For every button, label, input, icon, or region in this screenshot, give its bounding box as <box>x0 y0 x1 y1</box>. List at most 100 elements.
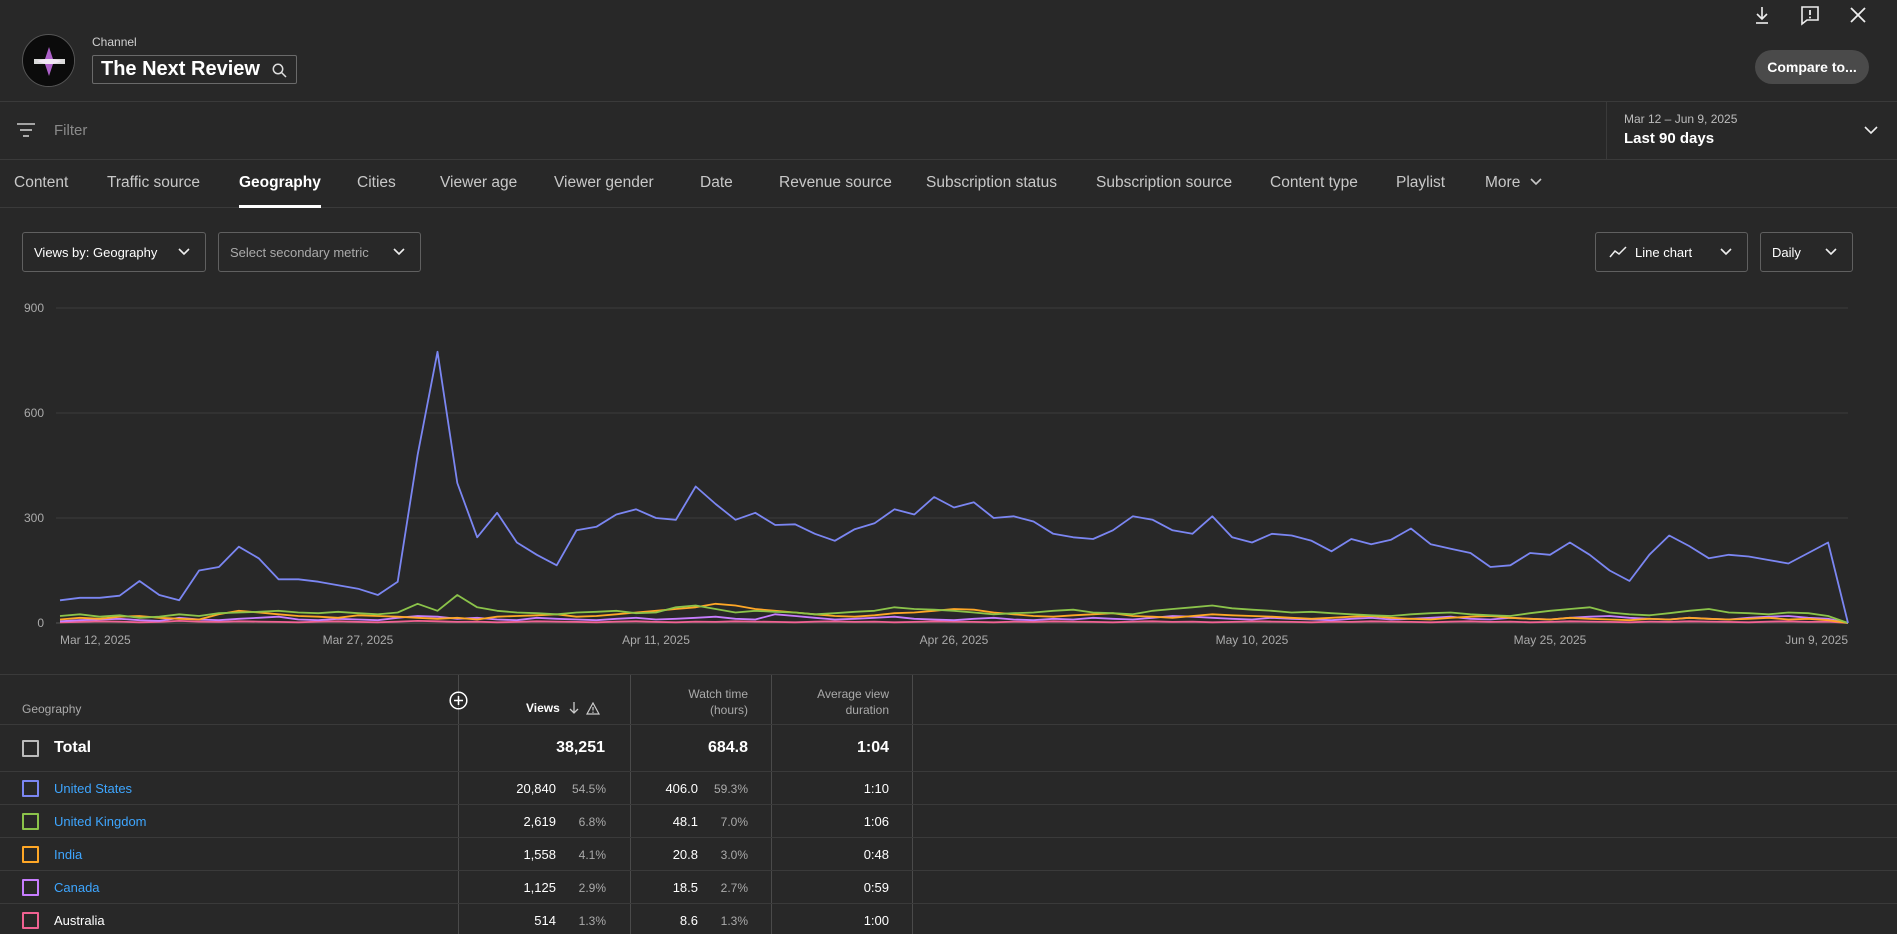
date-range-label: Last 90 days <box>1624 130 1715 147</box>
series-line-australia <box>59 619 1849 624</box>
chevron-down-icon <box>1863 122 1879 143</box>
avg-duration-value: 0:59 <box>863 880 889 895</box>
tab-subscription-status[interactable]: Subscription status <box>926 174 1057 191</box>
filter-icon[interactable] <box>16 122 36 143</box>
watch-time-percent: 3.0% <box>720 848 748 862</box>
watch-time-percent: 7.0% <box>720 815 748 829</box>
dimension-tabs: Content Traffic source Geography Cities … <box>0 160 1897 208</box>
x-tick-label: May 10, 2025 <box>1216 633 1289 647</box>
download-icon[interactable] <box>1751 4 1773 26</box>
tab-playlist[interactable]: Playlist <box>1396 174 1446 191</box>
tab-revenue-source[interactable]: Revenue source <box>779 174 892 191</box>
total-avg-duration: 1:04 <box>856 739 889 756</box>
table-row: Canada 1,125 2.9% 18.5 2.7% 0:59 <box>0 871 1897 904</box>
tab-viewer-gender[interactable]: Viewer gender <box>554 174 654 191</box>
x-tick-label: Jun 9, 2025 <box>1785 633 1848 647</box>
channel-selector[interactable]: The Next Review <box>92 55 297 84</box>
chart-type-dropdown[interactable]: Line chart <box>1595 232 1748 272</box>
views-header-label: Views <box>526 701 560 715</box>
total-watch-time: 684.8 <box>707 739 748 756</box>
secondary-metric-dropdown[interactable]: Select secondary metric <box>218 232 421 272</box>
views-header[interactable]: Views <box>526 701 600 715</box>
geography-name[interactable]: United Kingdom <box>54 814 147 829</box>
x-tick-label: Apr 11, 2025 <box>622 633 690 647</box>
views-value: 1,558 <box>523 847 556 862</box>
avg-duration-header[interactable]: Average view duration <box>790 686 889 718</box>
total-row: Total 38,251 684.8 1:04 <box>0 724 1897 772</box>
interval-label: Daily <box>1772 244 1801 260</box>
row-checkbox[interactable] <box>22 780 39 797</box>
views-value: 1,125 <box>523 880 556 895</box>
channel-avatar <box>22 34 75 87</box>
watch-time-percent: 1.3% <box>720 914 748 928</box>
avg-duration-header-line2: duration <box>845 703 889 717</box>
table-row: India 1,558 4.1% 20.8 3.0% 0:48 <box>0 838 1897 871</box>
views-value: 20,840 <box>516 781 556 796</box>
channel-label: Channel <box>92 35 137 49</box>
avg-duration-value: 0:48 <box>863 847 889 862</box>
views-percent: 6.8% <box>578 815 606 829</box>
total-checkbox[interactable] <box>22 740 39 757</box>
row-checkbox[interactable] <box>22 912 39 929</box>
chart-svg: 0 300 600 900 Mar 12, 2025 Mar 27, 2025 Apr 11… <box>24 301 1849 647</box>
geography-table: Geography Views Watch time (hours) Avera… <box>0 674 1897 934</box>
feedback-icon[interactable] <box>1799 4 1821 26</box>
geography-name[interactable]: Canada <box>54 880 100 895</box>
tab-more[interactable]: More <box>1485 174 1543 208</box>
channel-name: The Next Review <box>101 58 260 80</box>
warning-icon <box>585 701 600 715</box>
views-percent: 4.1% <box>578 848 606 862</box>
row-checkbox[interactable] <box>22 813 39 830</box>
geography-name[interactable]: India <box>54 847 83 862</box>
filter-input[interactable]: Filter <box>54 122 88 139</box>
date-range-picker[interactable]: Mar 12 – Jun 9, 2025 Last 90 days <box>1606 102 1897 160</box>
line-chart-icon <box>1609 246 1627 258</box>
geography-name: Australia <box>54 913 105 928</box>
total-views: 38,251 <box>556 739 605 756</box>
sort-down-icon <box>569 702 579 714</box>
chevron-down-icon <box>393 248 405 256</box>
watch-time-value: 20.8 <box>672 847 698 862</box>
series-line-united-states <box>59 350 1849 624</box>
views-percent: 2.9% <box>578 881 606 895</box>
chart-type-label: Line chart <box>1635 244 1693 260</box>
search-icon[interactable] <box>272 63 287 83</box>
tab-subscription-source[interactable]: Subscription source <box>1096 174 1233 191</box>
add-column-icon[interactable] <box>449 691 468 715</box>
x-tick-label: Mar 12, 2025 <box>60 633 131 647</box>
watch-time-percent: 2.7% <box>720 881 748 895</box>
views-percent: 1.3% <box>578 914 606 928</box>
watch-time-value: 8.6 <box>679 913 698 928</box>
total-label: Total <box>54 739 92 756</box>
geography-name[interactable]: United States <box>54 781 133 796</box>
close-icon[interactable] <box>1847 4 1869 26</box>
watch-time-header-line1: Watch time <box>688 687 748 701</box>
filter-bar: Filter Mar 12 – Jun 9, 2025 Last 90 days <box>0 102 1897 160</box>
compare-button[interactable]: Compare to... <box>1755 50 1869 84</box>
table-row: Australia 514 1.3% 8.6 1.3% 1:00 <box>0 904 1897 934</box>
top-bar: Channel The Next Review Compare to... <box>0 0 1897 102</box>
tab-content[interactable]: Content <box>14 174 69 191</box>
tab-more-label: More <box>1485 174 1521 191</box>
tab-traffic-source[interactable]: Traffic source <box>107 174 201 191</box>
views-value: 2,619 <box>523 814 556 829</box>
row-checkbox[interactable] <box>22 846 39 863</box>
watch-time-header[interactable]: Watch time (hours) <box>660 686 748 718</box>
avg-duration-header-line1: Average view <box>817 687 889 701</box>
tab-geography[interactable]: Geography <box>239 174 321 208</box>
x-tick-label: Apr 26, 2025 <box>920 633 989 647</box>
tab-cities[interactable]: Cities <box>357 174 396 191</box>
watch-time-value: 48.1 <box>672 814 698 829</box>
interval-dropdown[interactable]: Daily <box>1760 232 1853 272</box>
x-tick-label: May 25, 2025 <box>1514 633 1587 647</box>
chevron-down-icon <box>178 248 190 256</box>
primary-metric-dropdown[interactable]: Views by: Geography <box>22 232 206 272</box>
y-tick-label: 900 <box>24 301 44 315</box>
row-checkbox[interactable] <box>22 879 39 896</box>
tab-content-type[interactable]: Content type <box>1270 174 1358 191</box>
table-row: United States 20,840 54.5% 406.0 59.3% 1:10 <box>0 772 1897 805</box>
chevron-down-icon <box>1530 178 1542 186</box>
tab-date[interactable]: Date <box>700 174 733 191</box>
series-line-india <box>59 602 1849 624</box>
tab-viewer-age[interactable]: Viewer age <box>440 174 518 191</box>
